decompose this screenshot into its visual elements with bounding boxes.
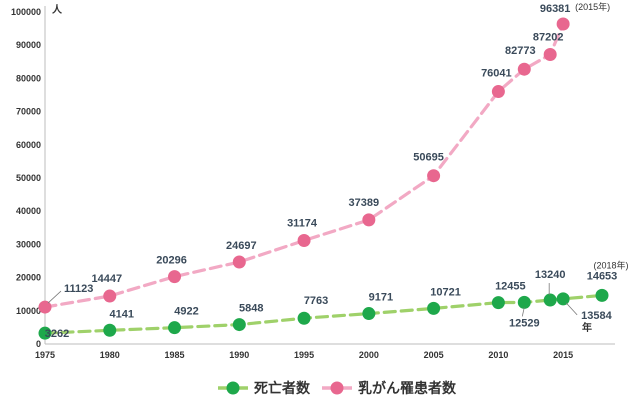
data-point: [491, 296, 505, 310]
data-point: [232, 255, 246, 269]
legend-label-1: 乳がん罹患者数: [358, 380, 457, 396]
data-point: [232, 318, 246, 332]
data-label: 87202: [533, 31, 564, 43]
data-label: 9171: [369, 292, 393, 304]
data-point: [168, 270, 182, 284]
year-annotation: (2018年): [593, 259, 628, 270]
y-tick-label: 10000: [16, 306, 41, 316]
y-unit-label: 人: [52, 3, 63, 16]
x-tick-label: 1990: [229, 350, 249, 360]
data-label: 14447: [91, 273, 122, 285]
leader-line: [565, 302, 578, 316]
x-tick-label: 2005: [424, 350, 444, 360]
y-tick-label: 30000: [16, 239, 41, 249]
y-tick-label: 90000: [16, 40, 41, 50]
data-label: 12455: [495, 281, 526, 293]
data-label: 76041: [481, 68, 512, 80]
data-point: [556, 17, 570, 31]
x-tick-label: 1980: [100, 350, 120, 360]
data-points: [38, 17, 609, 340]
data-label: 50695: [413, 152, 444, 164]
data-label: 10721: [430, 286, 461, 298]
data-label: 13240: [535, 269, 566, 281]
x-tick-label: 2000: [359, 350, 379, 360]
data-label: 82773: [505, 45, 536, 57]
data-point: [362, 213, 376, 227]
x-unit-label: 年: [582, 321, 592, 334]
data-point: [517, 62, 531, 76]
data-label: 12529: [509, 317, 540, 329]
legend-label-0: 死亡者数: [253, 380, 311, 396]
data-point: [543, 47, 557, 61]
data-label: 37389: [349, 197, 380, 209]
y-tick-label: 50000: [16, 173, 41, 183]
year-annotation: (2015年): [575, 1, 610, 12]
data-labels: 3262 4141 4922 5848 7763 9171 10721 12455 12529 1…: [45, 1, 629, 340]
data-point: [297, 234, 311, 248]
data-label: 3262: [45, 328, 69, 340]
y-tick-label: 20000: [16, 273, 41, 283]
x-tick-label: 1975: [35, 350, 55, 360]
data-label: 14653: [587, 270, 618, 282]
x-tick-label: 2015: [553, 350, 573, 360]
data-point: [517, 295, 531, 309]
x-tick-label: 1995: [294, 350, 314, 360]
legend-marker-0: [226, 381, 240, 395]
data-label: 7763: [304, 295, 328, 307]
series-line-1: [43, 22, 565, 309]
data-point: [556, 292, 570, 306]
leader-line: [47, 290, 62, 304]
data-label: 5848: [239, 303, 263, 315]
data-point: [362, 307, 376, 321]
data-point: [297, 311, 311, 325]
data-label: 96381: [540, 3, 571, 15]
data-label: 20296: [156, 255, 187, 267]
data-label: 11123: [64, 283, 93, 295]
data-point: [427, 169, 441, 183]
data-point: [543, 293, 557, 307]
y-tick-label: 70000: [16, 107, 41, 117]
y-tick-label: 0: [36, 339, 41, 349]
data-point: [168, 321, 182, 335]
legend: 死亡者数 乳がん罹患者数: [218, 380, 457, 396]
data-point: [595, 288, 609, 302]
data-point: [38, 300, 52, 314]
y-tick-label: 100000: [11, 7, 41, 17]
data-label: 24697: [226, 240, 257, 252]
data-label: 31174: [287, 218, 318, 230]
data-point: [491, 85, 505, 99]
data-point: [427, 301, 441, 315]
y-tick-label: 80000: [16, 73, 41, 83]
data-label: 13584: [581, 310, 612, 322]
axes: 0 10000 20000 30000 40000 50000 60000 70000 8000…: [11, 3, 615, 360]
x-tick-label: 1985: [165, 350, 185, 360]
leader-line: [521, 307, 525, 317]
y-tick-label: 60000: [16, 140, 41, 150]
data-point: [103, 289, 117, 303]
data-point: [38, 326, 52, 340]
data-label: 4141: [110, 308, 134, 320]
data-label: 4922: [174, 306, 198, 318]
data-point: [103, 323, 117, 337]
y-tick-label: 40000: [16, 206, 41, 216]
x-tick-label: 2010: [488, 350, 508, 360]
legend-marker-1: [330, 381, 344, 395]
